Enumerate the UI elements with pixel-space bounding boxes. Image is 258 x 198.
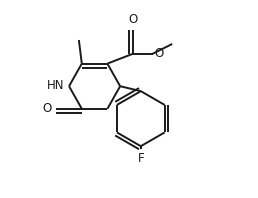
Text: O: O <box>128 13 138 26</box>
Text: O: O <box>42 102 51 115</box>
Text: HN: HN <box>47 79 64 92</box>
Text: F: F <box>138 152 144 165</box>
Text: O: O <box>155 47 164 60</box>
